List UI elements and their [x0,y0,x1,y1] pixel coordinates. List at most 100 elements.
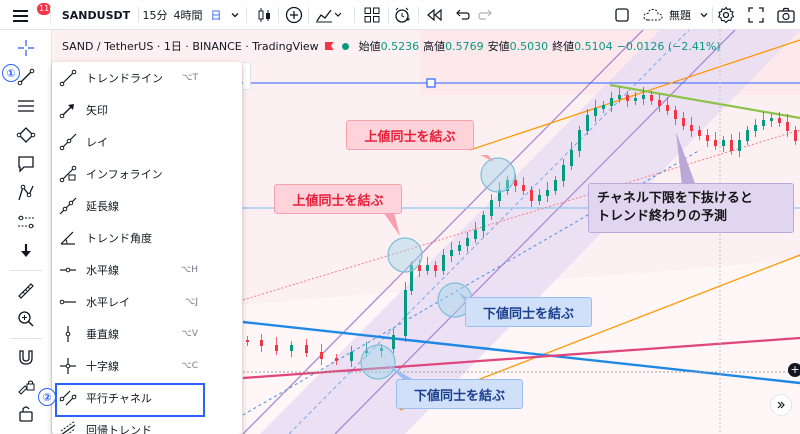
indicators-icon[interactable] [312,0,344,30]
candle-body [594,108,597,116]
menu-item-label: 矢印 [86,104,108,117]
orange-line-upper [469,39,800,151]
crosshair-icon[interactable] [10,35,42,61]
menu-item-cross-line[interactable]: 十字線 ⌥C [52,350,242,382]
pink-rising-line [242,336,800,380]
legend-status-dot [341,42,349,50]
cross-line-icon [59,357,77,375]
fullscreen-icon[interactable] [744,0,768,30]
interval-1d-button[interactable]: 日 [210,9,222,22]
menu-item-horizontal-ray[interactable]: 水平レイ ⌥J [52,286,242,318]
touch-circle-upper-2 [480,157,516,193]
annotation-lower-connect-mid: 下値同士を結ぶ [465,297,592,327]
camera-icon[interactable] [774,0,798,30]
menu-item-shortcut: ⌥T [182,73,198,83]
candle-body [610,98,613,106]
menu-item-info-line[interactable]: インフォライン [52,158,242,190]
candle-body [618,95,621,99]
layout-name-button[interactable]: 無題 [669,9,691,22]
menu-item-arrow[interactable]: 矢印 [52,94,242,126]
replay-icon[interactable] [422,0,446,30]
settings-icon[interactable] [714,0,738,30]
candle-body [290,345,293,351]
step-1-marker: ① [2,64,20,82]
menu-item-label: トレンドライン [86,72,163,85]
menu-item-label: 平行チャネル [86,392,152,405]
candle-body [746,130,749,141]
candle-body [546,190,549,196]
change-value: −0.0126 (−2.41%) [616,39,721,53]
lock-drawing-icon[interactable] [10,372,42,398]
candle-body [722,140,725,146]
candle-body [586,115,589,131]
menu-item-horizontal-line[interactable]: 水平線 ⌥H [52,254,242,286]
scroll-to-latest-button[interactable] [770,394,792,416]
menu-item-shortcut: ⌥H [180,265,198,275]
parallel-channel-fill [260,30,800,434]
redo-icon[interactable] [474,0,498,30]
interval-4h-button[interactable]: 4時間 [173,9,203,22]
candle-body [380,348,383,351]
candle-body [335,358,338,361]
prediction-icon[interactable] [10,180,42,206]
vertical-line-icon [59,325,77,343]
fib-icon[interactable] [10,93,42,119]
candle-body [634,98,637,101]
menu-item-label: インフォライン [86,168,163,181]
menu-item-extended-line[interactable]: 延長線 [52,190,242,222]
layouts-icon[interactable] [360,0,384,30]
menu-item-trend-angle[interactable]: トレンド角度 [52,222,242,254]
interval-15m-button[interactable]: 15分 [142,9,168,22]
pattern-icon[interactable] [10,122,42,148]
candle-body [554,180,557,191]
menu-item-label: 水平線 [86,264,119,277]
undo-icon[interactable] [450,0,474,30]
comment-icon[interactable] [10,151,42,177]
candle-body [350,352,353,361]
candle-body [658,100,661,106]
interval-dropdown-chevron-icon[interactable] [228,0,242,30]
candle-body [522,185,525,191]
candle-body [770,118,773,121]
horizontal-ray-icon [59,293,77,311]
lock-icon[interactable] [10,400,42,426]
fullscreen-toggle-icon[interactable] [610,0,634,30]
candle-body [794,130,797,141]
menu-item-vertical-line[interactable]: 垂直線 ⌥V [52,318,242,350]
menu-item-label: 延長線 [86,200,119,213]
menu-item-ray[interactable]: レイ [52,126,242,158]
add-price-icon[interactable]: + [788,363,800,377]
collapse-panel-handle[interactable] [243,62,251,90]
candle-body [434,265,437,271]
candle-style-icon[interactable] [252,0,276,30]
layout-dropdown-chevron-icon[interactable] [697,0,711,30]
candle-body [762,120,765,126]
candle-body [730,140,733,151]
symbol-legend: SAND / TetherUS · 1日 · BINANCE · Trading… [62,38,721,54]
candle-body [786,122,789,131]
candle-body [650,95,653,101]
candle-body [778,118,781,123]
low-label: 安値 [487,40,510,53]
menu-icon[interactable]: 11 [4,0,52,30]
add-icon[interactable] [282,0,306,30]
menu-item-parallel-channel[interactable]: 平行チャネル [52,382,242,414]
candle-body [602,105,605,109]
cloud-icon[interactable] [641,0,665,30]
trendline-tool-icon[interactable] [10,64,42,90]
horizontal-line-handle [426,78,436,88]
alert-icon[interactable] [390,0,414,30]
magnet-icon[interactable] [10,344,42,370]
candle-body [260,340,263,346]
close-value: 0.5104 [574,39,613,53]
zoom-in-icon[interactable] [10,306,42,332]
measure-icon[interactable] [10,209,42,235]
down-arrow-icon[interactable] [10,238,42,264]
symbol-search-button[interactable]: SANDUSDT [61,8,131,22]
menu-item-trendline[interactable]: トレンドライン ⌥T [52,62,242,94]
ruler-icon[interactable] [10,278,42,304]
candle-body [482,215,485,231]
menu-item-regression-trend[interactable]: 回帰トレンド [52,414,242,434]
step-2-marker: ② [38,388,56,406]
candle-body [514,180,517,186]
